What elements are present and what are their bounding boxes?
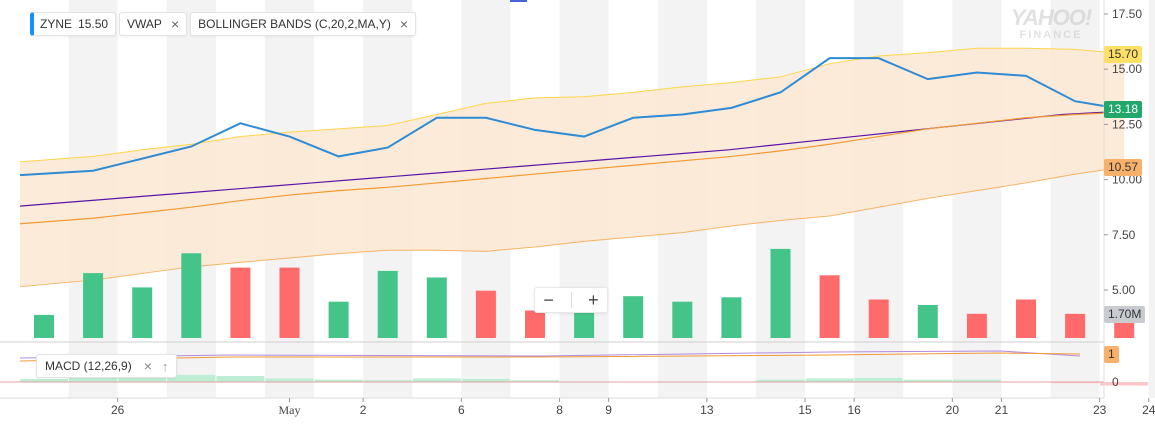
macd-histogram-bar — [1100, 382, 1149, 386]
volume-bar — [475, 290, 496, 338]
volume-bar — [672, 301, 693, 338]
macd-histogram-bar — [805, 378, 854, 382]
x-tick-label: 6 — [458, 403, 465, 417]
close-icon[interactable]: × — [170, 16, 180, 32]
volume-bar — [132, 287, 153, 338]
macd-histogram-bar — [363, 380, 412, 382]
volume-bar — [377, 270, 398, 338]
macd-histogram-bar — [69, 377, 118, 382]
macd-histogram-bar — [511, 380, 559, 382]
macd-histogram-bar — [412, 378, 461, 382]
volume-bar — [1065, 313, 1086, 338]
x-tick-label: 2 — [360, 403, 367, 417]
x-tick-label: 15 — [798, 403, 812, 417]
volume-bar — [230, 267, 251, 338]
macd-histogram-bar — [1051, 382, 1100, 384]
close-icon[interactable]: × — [143, 358, 152, 374]
volume-bar — [868, 299, 889, 338]
x-tick-label: 9 — [605, 403, 612, 417]
volume-bar — [181, 253, 202, 338]
range-marker — [510, 0, 527, 2]
y-tick-label: 7.50 — [1112, 228, 1136, 242]
bollinger-lower-line — [19, 166, 1125, 288]
date-stripe — [1148, 0, 1155, 398]
bollinger-mid-line — [19, 111, 1125, 225]
x-tick-label: 8 — [556, 403, 563, 417]
volume-bar — [966, 313, 987, 338]
macd-signal-line — [19, 352, 1081, 362]
macd-histogram-bar — [265, 378, 314, 382]
x-tick-label: 21 — [995, 403, 1009, 417]
volume-bar — [426, 277, 447, 338]
bollinger-fill — [20, 48, 1125, 287]
x-tick-label: 16 — [847, 403, 861, 417]
macd-histogram-bar — [952, 379, 1001, 382]
y-tick-label: 12.50 — [1112, 117, 1142, 131]
zoom-controls: − + — [534, 287, 608, 313]
symbol-price: 15.50 — [78, 17, 109, 31]
y-tick-label: 15.00 — [1112, 62, 1142, 76]
macd-histogram-bar — [20, 379, 68, 382]
y-tick-label: 17.50 — [1112, 7, 1142, 21]
x-tick-label: 24 — [1142, 403, 1155, 417]
macd-histogram-bar — [314, 379, 363, 382]
y-tick-label: 5.00 — [1112, 283, 1136, 297]
volume-bar — [623, 296, 644, 338]
volume-bar — [279, 267, 300, 338]
macd-histogram-bar — [216, 376, 265, 382]
volume-bar — [917, 305, 938, 338]
symbol-label: ZYNE — [40, 17, 73, 31]
volume-bar — [328, 301, 349, 338]
macd-line — [19, 350, 1081, 359]
bollinger-upper-line — [19, 47, 1125, 163]
volume-bar — [83, 273, 104, 338]
volume-bar — [1016, 299, 1036, 338]
macd-histogram-bar — [854, 377, 903, 382]
vwap-chip[interactable]: VWAP × — [119, 12, 188, 36]
x-tick-label: 26 — [111, 403, 125, 417]
price-line — [19, 57, 1125, 177]
volume-bars — [34, 248, 1135, 338]
x-tick-label: 23 — [1093, 403, 1107, 417]
yahoo-finance-logo: YAHOO! FINANCE — [1010, 5, 1092, 41]
y-tick-label: 10.00 — [1112, 173, 1142, 187]
macd-histogram-bar — [756, 379, 805, 382]
zoom-in-button[interactable]: + — [588, 290, 599, 310]
macd-histogram-bar — [118, 376, 167, 382]
volume-bar — [525, 310, 545, 338]
symbol-chip[interactable]: ZYNE 15.50 — [30, 12, 117, 36]
bollinger-bands — [19, 47, 1125, 288]
macd-histogram-bar — [903, 379, 952, 382]
vwap-label: VWAP — [127, 17, 162, 31]
indicator-legend: ZYNE 15.50 VWAP × BOLLINGER BANDS (C,20,… — [30, 12, 417, 36]
macd-panel — [0, 341, 1149, 386]
macd-zero-label: 0 — [1112, 375, 1119, 389]
macd-label: MACD (12,26,9) — [45, 359, 132, 373]
bb-lower-tag: 10.57 — [1104, 159, 1143, 176]
bollinger-chip[interactable]: BOLLINGER BANDS (C,20,2,MA,Y) × — [190, 12, 417, 36]
bollinger-label: BOLLINGER BANDS (C,20,2,MA,Y) — [198, 17, 391, 31]
macd-histogram-bar — [461, 379, 510, 382]
volume-tag: 1.70M — [1104, 306, 1146, 323]
macd-value-tag: 1 — [1104, 346, 1119, 363]
bb-upper-tag: 15.70 — [1104, 45, 1143, 63]
x-tick-label: 13 — [700, 403, 714, 417]
volume-bar — [574, 305, 595, 338]
volume-bar — [721, 297, 742, 338]
macd-chip[interactable]: MACD (12,26,9) × ↑ — [36, 354, 178, 378]
x-tick-label: 20 — [946, 403, 960, 417]
last-price-tag: 13.18 — [1104, 101, 1143, 119]
zoom-out-button[interactable]: − — [543, 290, 554, 310]
macd-histogram-bar — [167, 374, 216, 382]
volume-bar — [770, 248, 791, 338]
arrow-up-icon[interactable]: ↑ — [161, 358, 169, 374]
volume-bar — [819, 275, 840, 338]
zoom-divider — [570, 292, 572, 308]
x-tick-label: May — [279, 403, 301, 417]
volume-bar — [34, 314, 54, 338]
indicator-lines — [19, 57, 1129, 225]
close-icon[interactable]: × — [399, 16, 409, 32]
